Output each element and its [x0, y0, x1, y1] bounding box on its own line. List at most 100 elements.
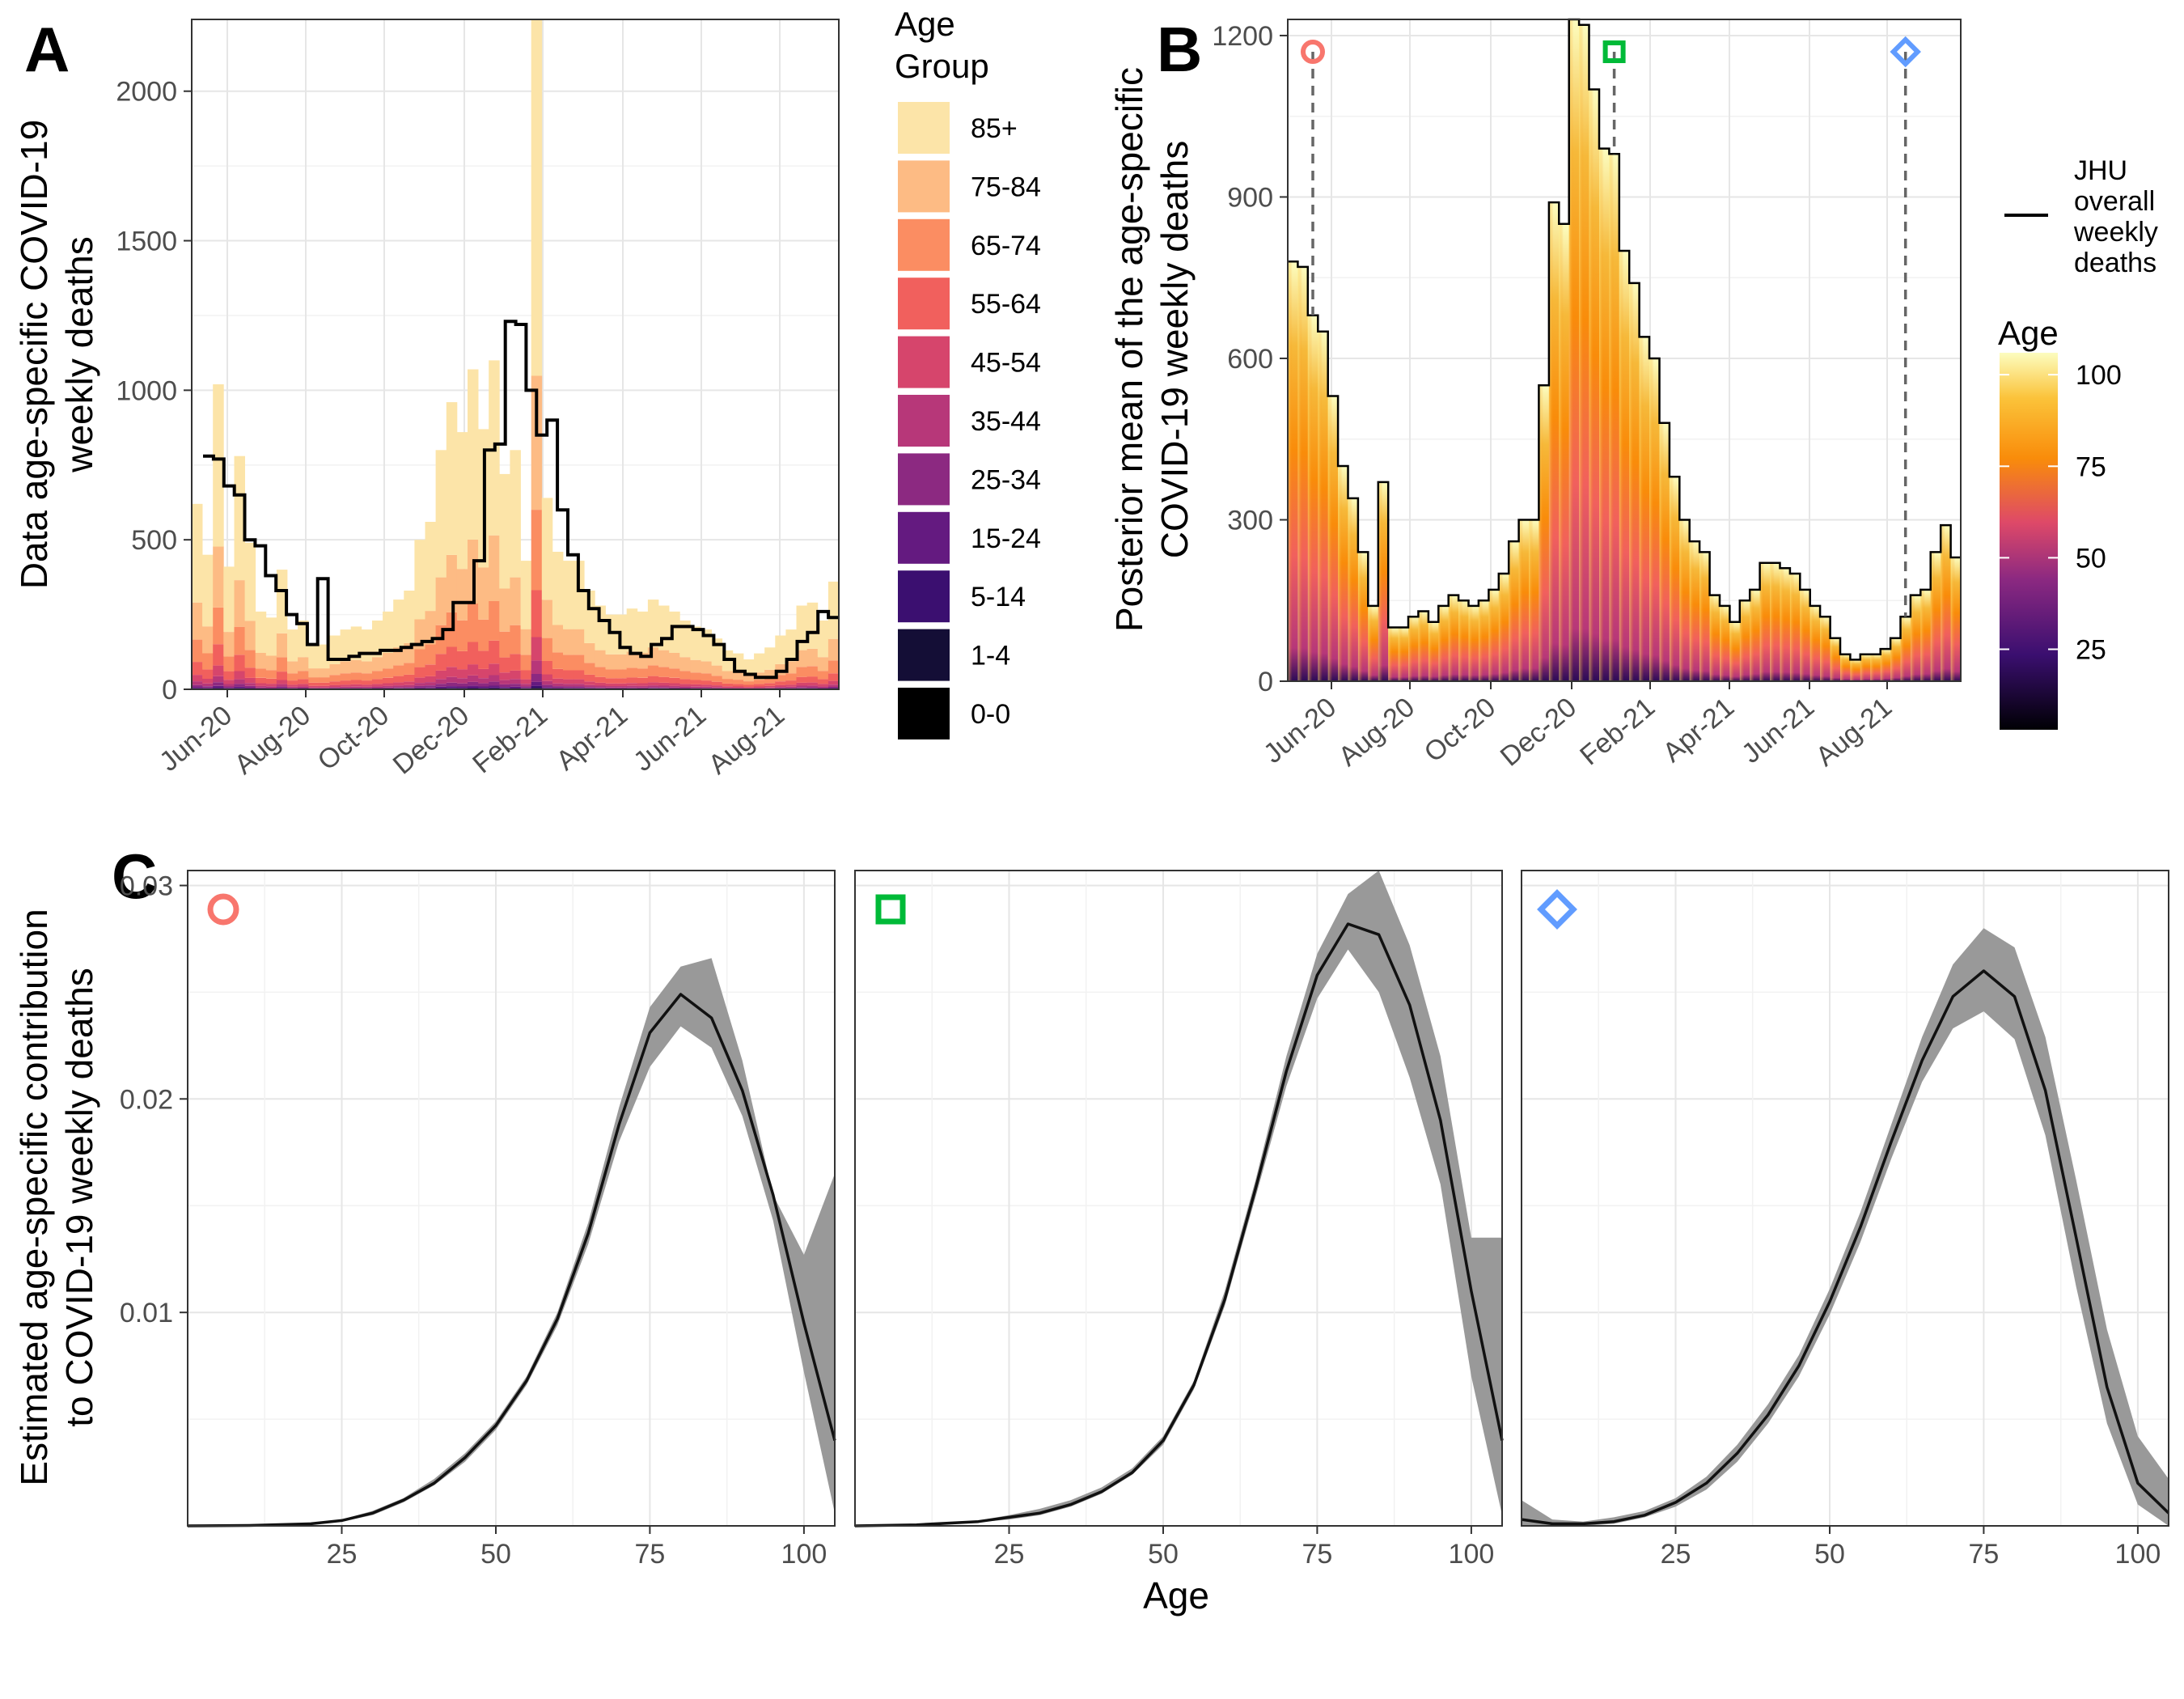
bar-segment [806, 676, 819, 683]
x-tick-label: 25 [994, 1539, 1025, 1570]
bar-segment [234, 671, 245, 680]
mean-line [187, 993, 836, 1527]
bar-segment [499, 684, 510, 688]
bar-segment [202, 683, 214, 687]
bar-segment [255, 683, 267, 686]
bar-segment [510, 679, 521, 684]
bar-highlight [1318, 331, 1323, 681]
diamond-marker-icon [1537, 889, 1577, 930]
bar-segment [806, 685, 819, 688]
bar-segment [340, 686, 352, 688]
bar-segment [796, 685, 807, 688]
bar-segment [647, 682, 659, 686]
bar-segment [531, 375, 543, 511]
bar-segment [361, 661, 373, 674]
bar-segment [541, 680, 553, 685]
bar-segment [329, 681, 341, 685]
bar-segment [383, 611, 394, 653]
bar-highlight [1509, 541, 1513, 681]
bar-segment [510, 686, 521, 688]
circle-marker-icon [1301, 40, 1325, 64]
bar-segment [435, 679, 447, 684]
panel-b-frame [1287, 19, 1962, 682]
bar-segment [552, 686, 564, 688]
bar-segment [329, 688, 341, 689]
bar-segment [563, 561, 574, 629]
bar-segment [478, 567, 489, 620]
bar-segment [244, 650, 256, 668]
panel-a-jhu-line [203, 320, 839, 680]
bar-segment [563, 655, 574, 671]
bar-segment [520, 679, 532, 684]
bar-highlight [1468, 605, 1474, 681]
y-tick-label: 600 [1227, 344, 1273, 375]
bar-segment [700, 661, 712, 674]
bar-segment [329, 663, 341, 676]
bar-segment [340, 680, 352, 685]
bar-segment [574, 561, 585, 629]
panel-c-y-title-1: Estimated age-specific contribution [13, 909, 55, 1485]
bar-segment [478, 650, 489, 669]
bar-segment [754, 680, 765, 684]
bar-segment [414, 677, 425, 684]
bar-segment [276, 657, 288, 672]
panel-c-y-title-2: to COVID-19 weekly deaths [58, 968, 100, 1427]
colorbar-tick-label: 75 [2076, 451, 2106, 482]
bar-segment [223, 656, 235, 672]
bar-segment [361, 686, 373, 688]
y-tick-label: 300 [1227, 505, 1273, 536]
bar-segment [414, 540, 425, 620]
bar-highlight [1850, 659, 1855, 681]
panel-b-y-title-1: Posterior mean of the age-specific [1108, 67, 1150, 632]
bar-segment [404, 687, 415, 688]
bar-segment [393, 685, 404, 688]
bar-segment [340, 661, 352, 674]
bar-segment [637, 668, 649, 678]
bar-highlight [1890, 638, 1895, 681]
bar-highlight [1950, 557, 1956, 681]
y-tick-label: 0.01 [120, 1298, 173, 1328]
bar-segment [616, 686, 628, 688]
panel-b-bars [1288, 19, 1962, 682]
legend-label: 1-4 [971, 641, 1010, 672]
bar-segment [213, 546, 224, 608]
bar-segment [372, 657, 383, 672]
panel-c-x-title: Age [1143, 1574, 1209, 1616]
bar-segment [244, 667, 256, 678]
bar-segment [626, 651, 638, 668]
bar-segment [690, 680, 701, 684]
bar-segment [806, 602, 819, 649]
bar-segment [806, 682, 819, 686]
legend-swatch [898, 570, 950, 623]
colorbar-ticks: 100 75 50 25 [2000, 360, 2122, 666]
bar-segment [350, 672, 362, 680]
bar-segment [552, 678, 564, 684]
legend-label: 45-54 [971, 348, 1041, 379]
bar-segment [552, 552, 564, 625]
panel-a-bars [192, 19, 840, 689]
panel-letter-c: C [112, 841, 157, 912]
bar-segment [647, 685, 659, 688]
legend-swatch [898, 629, 950, 681]
bar-segment [552, 625, 564, 653]
bar-segment [806, 666, 819, 677]
bar-segment [213, 384, 224, 547]
bar-segment [468, 664, 479, 676]
bar-segment [361, 673, 373, 681]
square-marker-icon [1602, 40, 1626, 63]
bar-segment [468, 369, 479, 540]
bar-segment [468, 642, 479, 665]
bar-segment [732, 684, 744, 687]
panel-b-markers [1301, 36, 1921, 617]
bar-segment [478, 668, 489, 679]
bar-segment [213, 665, 224, 676]
bar-segment [595, 682, 606, 686]
bar-segment [584, 591, 595, 643]
bar-segment [361, 629, 373, 662]
bar-segment [425, 682, 436, 686]
bar-highlight [1518, 519, 1524, 681]
bar-segment [563, 629, 574, 655]
legend-label: 5-14 [971, 582, 1026, 612]
bar-segment [446, 676, 458, 683]
bar-segment [435, 577, 447, 625]
